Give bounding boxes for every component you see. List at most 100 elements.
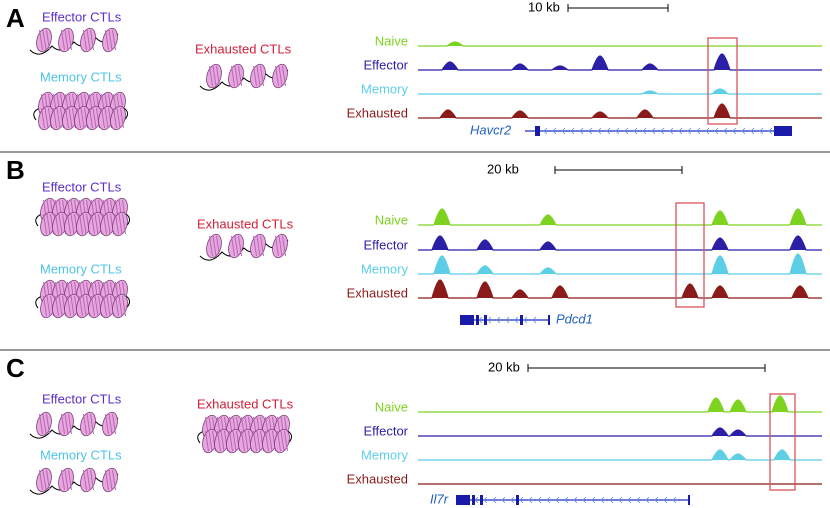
open-chromatin [29,467,119,495]
strand-arrow [561,127,566,135]
nucleosome-band [244,430,249,452]
nucleosome-band [112,469,116,491]
nucleosome-band [253,235,257,257]
nucleosome-band [64,469,69,491]
track-label: Naive [375,399,408,414]
open-chromatin [29,27,119,55]
track-label: Naive [375,33,408,48]
exon [774,126,792,136]
strand-arrow [615,127,620,135]
strand-arrow [654,496,659,504]
nucleosome-band [212,65,217,87]
strand-arrow [627,496,632,504]
nucleosome-band [82,295,87,317]
strand-arrow [750,127,755,135]
strand-arrow [487,316,492,324]
signal-track [418,41,822,47]
nucleosome-band [83,469,87,491]
nucleosome-band [113,107,117,129]
strand-arrow [660,127,665,135]
nucleosome-band [46,469,50,491]
nucleosome-band [105,413,109,435]
exon [476,315,479,325]
nucleosome-band [212,235,217,257]
strand-arrow [723,127,728,135]
panel-letter: C [6,353,25,383]
gene-name: Pdcd1 [556,311,593,326]
strand-arrow [705,127,710,135]
nucleosome-band [208,430,213,452]
strand-arrow [532,316,537,324]
nucleosome-band [61,29,65,51]
strand-arrow [759,127,764,135]
closed-chromatin [35,197,130,237]
nucleosome-band [80,107,85,129]
nucleosome-band [282,235,286,257]
strand-arrow [543,127,548,135]
memory-label: Memory CTLs [40,261,122,276]
nucleosome-band [108,469,113,491]
track-label: Memory [361,81,408,96]
highlight-box [707,37,738,125]
dna-strand [29,33,119,55]
nucleosome-band [116,107,121,129]
nucleosome-band [68,469,72,491]
nucleosome-band [260,235,264,257]
nucleosome-band [86,413,91,435]
signal-track [418,449,822,461]
exon [548,315,550,325]
strand-arrow [510,496,515,504]
open-chromatin [29,411,119,439]
strand-arrow [678,127,683,135]
nucleosome-band [238,235,242,257]
strand-arrow [483,496,488,504]
gene-name: Havcr2 [470,122,512,137]
strand-arrow [564,496,569,504]
exon [688,495,690,505]
track-label: Effector [363,57,408,72]
strand-arrow [546,496,551,504]
nucleosome-band [46,295,51,317]
scale-label: 10 kb [528,0,560,14]
strand-arrow [651,127,656,135]
closed-chromatin [35,279,130,319]
nucleosome-band [67,213,71,235]
nucleosome-band [220,430,225,452]
strand-arrow [696,127,701,135]
strand-arrow [768,127,773,135]
nucleosome-band [58,295,63,317]
track-label: Exhausted [347,471,408,486]
nucleosome-band [103,295,107,317]
strand-arrow [645,496,650,504]
nucleosome-band [68,413,72,435]
nucleosome-band [216,65,220,87]
nucleosome-band [277,430,281,452]
dna-strand [29,473,119,495]
nucleosome-band [268,430,273,452]
nucleosome-band [39,29,43,51]
exon [480,495,483,505]
nucleosome-band [118,295,123,317]
strand-arrow [519,496,524,504]
panel-letter: B [6,155,25,185]
track-label: Memory [361,261,408,276]
exon [472,495,475,505]
exhausted-label: Exhausted CTLs [195,41,292,56]
nucleosome-band [68,29,72,51]
exon [516,495,519,505]
nucleosome-band [122,213,126,235]
nucleosome-band [61,469,65,491]
nucleosome-band [43,213,47,235]
strand-arrow [642,127,647,135]
nucleosome-band [234,235,239,257]
exon [520,315,523,325]
nucleosome-band [241,430,245,452]
signal-track [418,253,822,275]
dna-strand [29,417,119,439]
signal-track [418,395,822,413]
nucleosome-band [56,107,61,129]
nucleosome-band [90,469,94,491]
strand-arrow [582,496,587,504]
nucleosome-band [112,413,116,435]
